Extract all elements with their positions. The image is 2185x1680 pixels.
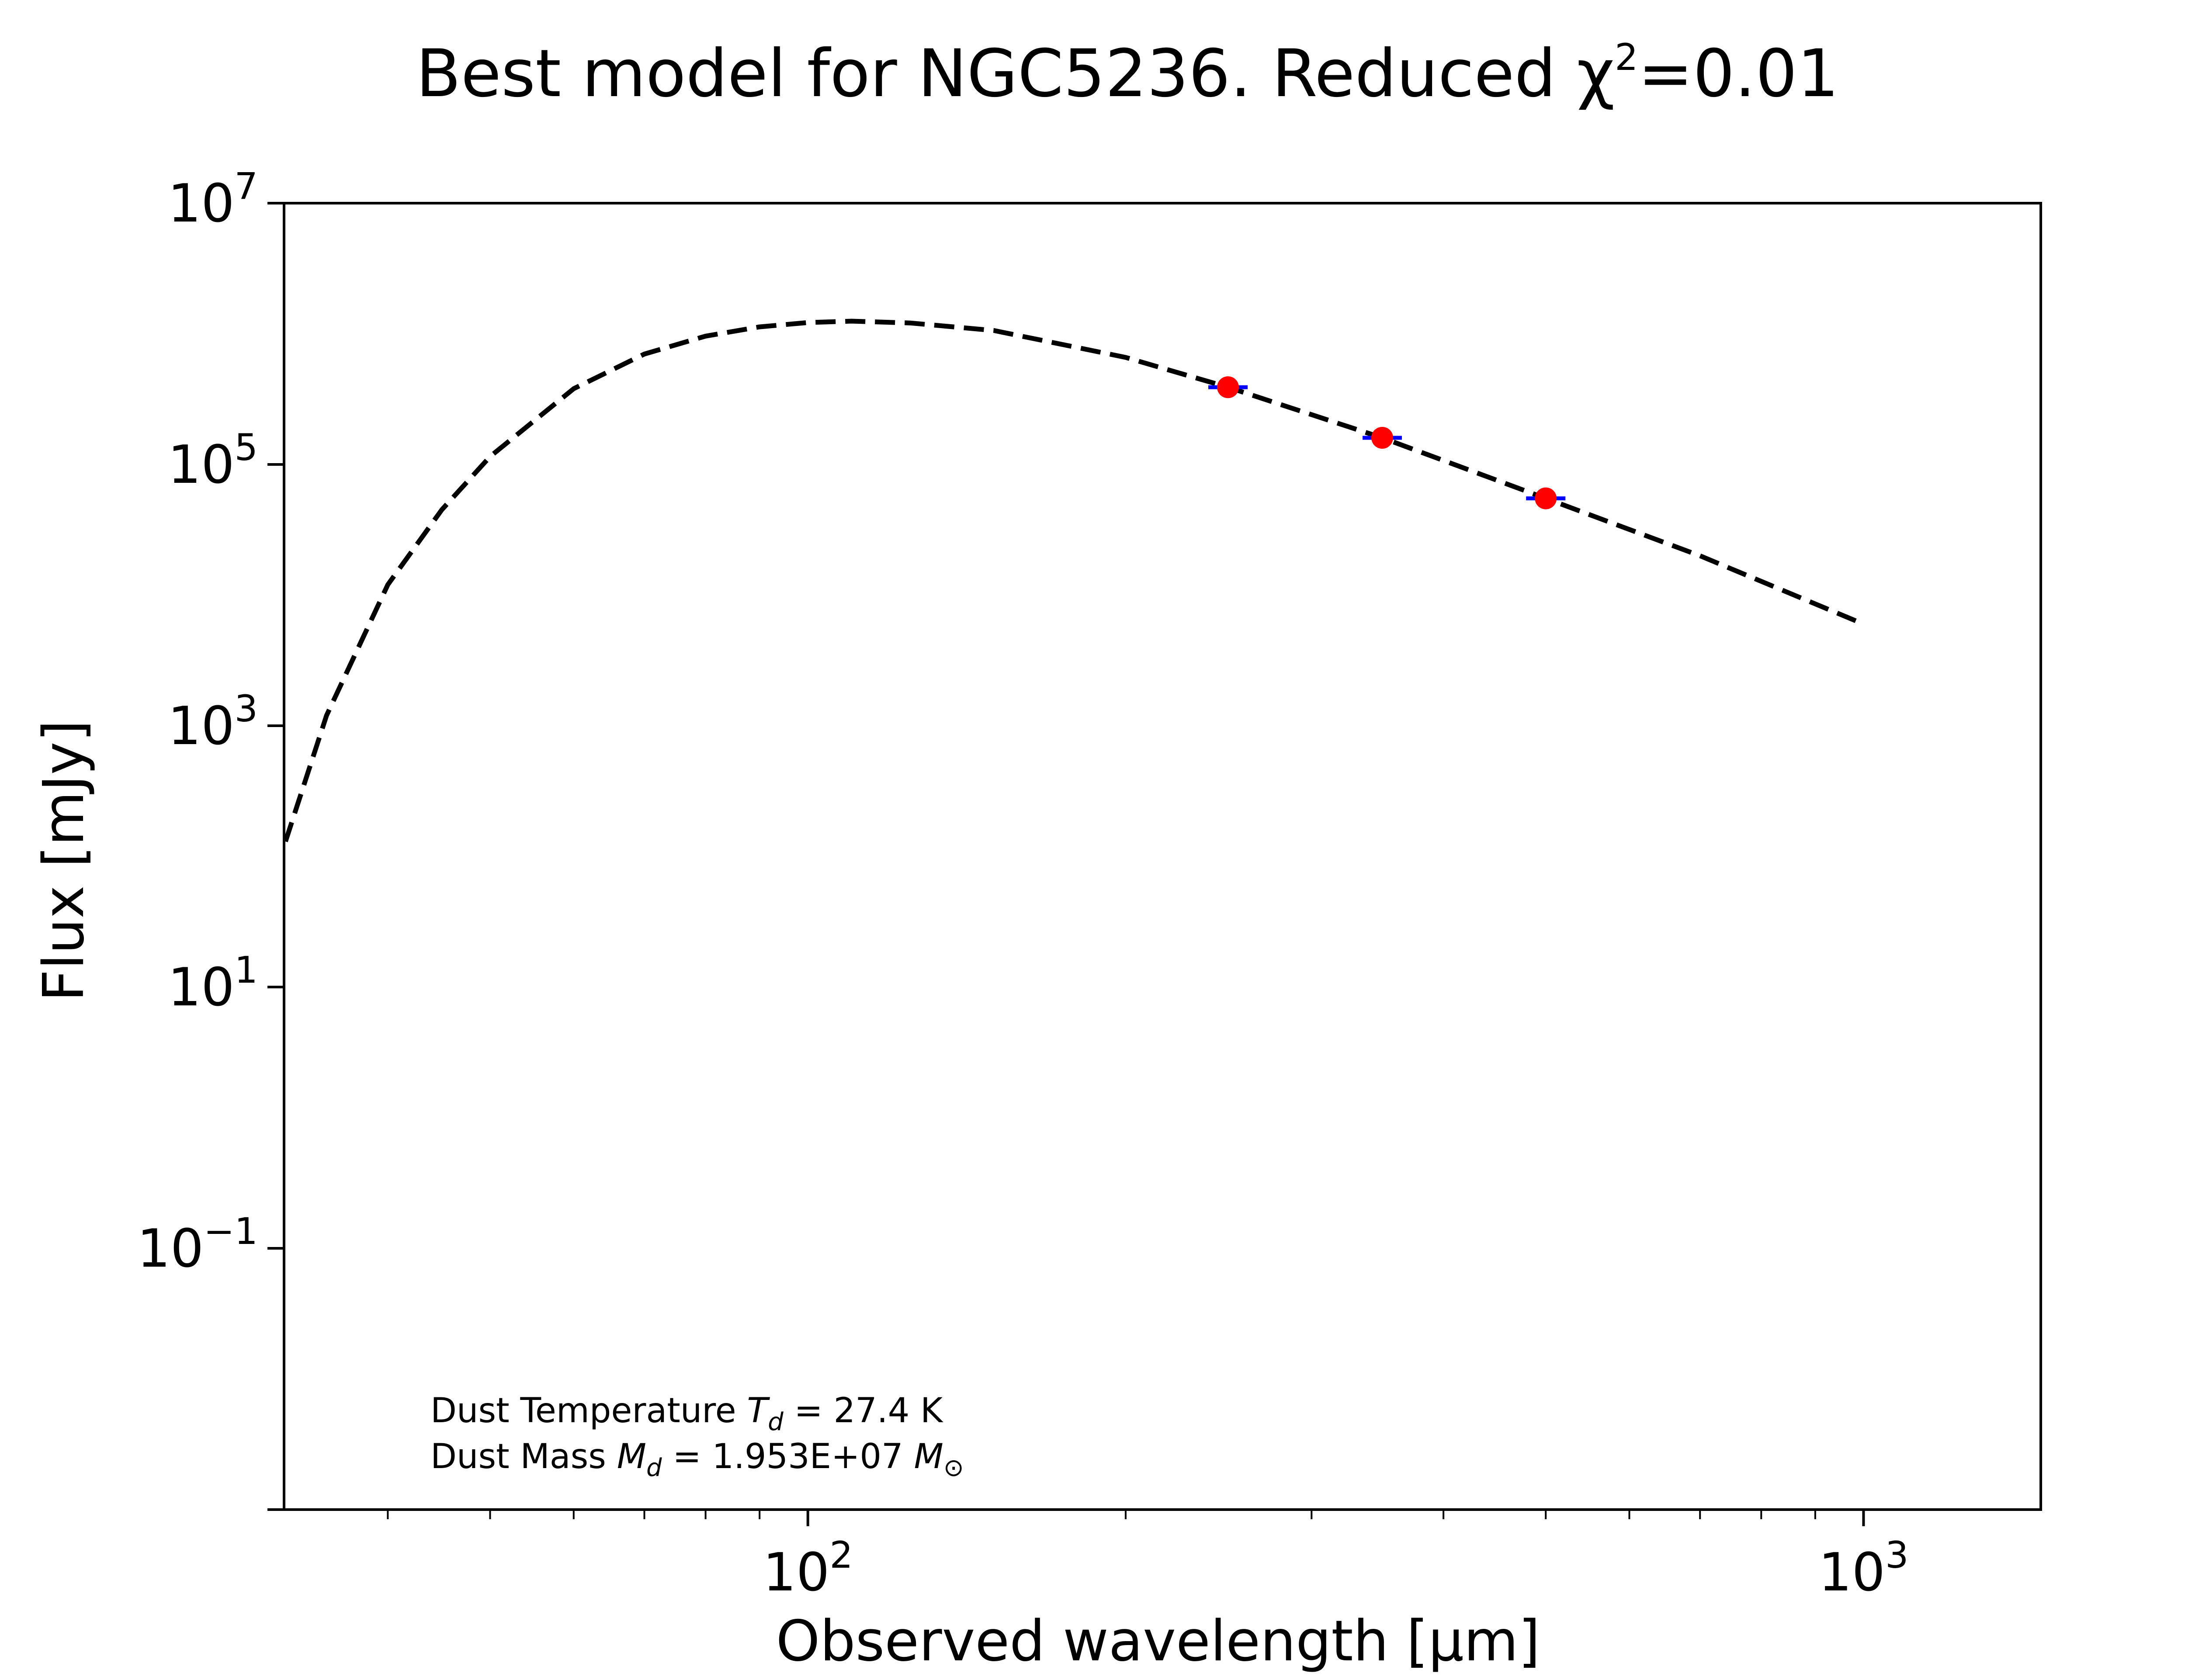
annotation-dust-mass: Dust Mass Md = 1.953E+07 M⊙ <box>430 1437 964 1482</box>
model-curve <box>283 319 1865 842</box>
x-tick-label: 102 <box>763 1534 853 1603</box>
annotation-dust-temperature: Dust Temperature Td = 27.4 K <box>430 1391 943 1436</box>
data-point <box>1371 426 1393 449</box>
y-axis-label: Flux [mJy] <box>31 720 97 1002</box>
data-point <box>1217 376 1239 398</box>
plot-frame <box>283 202 2042 1511</box>
y-tick-label: 107 <box>168 165 258 234</box>
chart-title: Best model for NGC5236. Reduced χ2=0.01 <box>416 36 1839 112</box>
ticks-layer: 102 103 107 105 103 101 10−1 <box>137 165 1908 1603</box>
y-tick-label: 101 <box>168 949 258 1018</box>
model-curve-layer <box>283 319 1865 842</box>
data-point <box>1535 487 1557 509</box>
data-points-layer <box>1208 376 1566 509</box>
y-tick-label: 10−1 <box>137 1210 258 1279</box>
x-axis-label: Observed wavelength [μm] <box>776 1609 1540 1674</box>
y-tick-label: 105 <box>168 426 258 495</box>
y-tick-label: 103 <box>168 687 258 757</box>
x-tick-label: 103 <box>1818 1534 1908 1603</box>
